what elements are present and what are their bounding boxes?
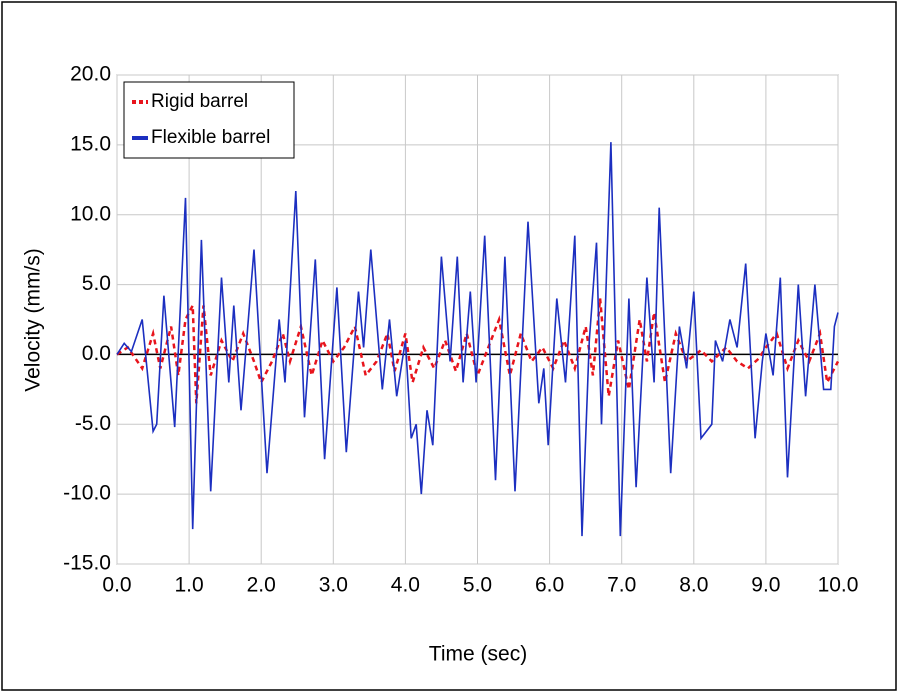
x-tick-label: 1.0 — [174, 574, 203, 597]
x-tick-label: 10.0 — [818, 574, 859, 597]
y-tick-label: 20.0 — [70, 63, 111, 86]
x-tick-label: 0.0 — [102, 574, 131, 597]
legend-label: Rigid barrel — [151, 91, 248, 112]
y-tick-label: 15.0 — [70, 132, 111, 155]
x-tick-label: 7.0 — [607, 574, 636, 597]
x-tick-label: 3.0 — [319, 574, 348, 597]
legend — [123, 81, 295, 159]
y-tick-label: 10.0 — [70, 202, 111, 225]
x-tick-label: 5.0 — [463, 574, 492, 597]
y-tick-label: 0.0 — [82, 342, 111, 365]
y-tick-label: 5.0 — [82, 272, 111, 295]
y-tick-label: -10.0 — [63, 482, 111, 505]
series-line — [116, 142, 839, 537]
y-tick-label: -5.0 — [75, 412, 111, 435]
x-tick-label: 9.0 — [751, 574, 780, 597]
legend-label: Flexible barrel — [151, 127, 270, 148]
x-axis-label: Time (sec) — [429, 643, 527, 666]
y-axis-label: Velocity (mm/s) — [22, 248, 45, 392]
y-tick-label: -15.0 — [63, 552, 111, 575]
series-line — [116, 298, 840, 404]
x-tick-label: 8.0 — [679, 574, 708, 597]
x-tick-label: 6.0 — [535, 574, 564, 597]
x-tick-label: 4.0 — [391, 574, 420, 597]
x-tick-label: 2.0 — [247, 574, 276, 597]
